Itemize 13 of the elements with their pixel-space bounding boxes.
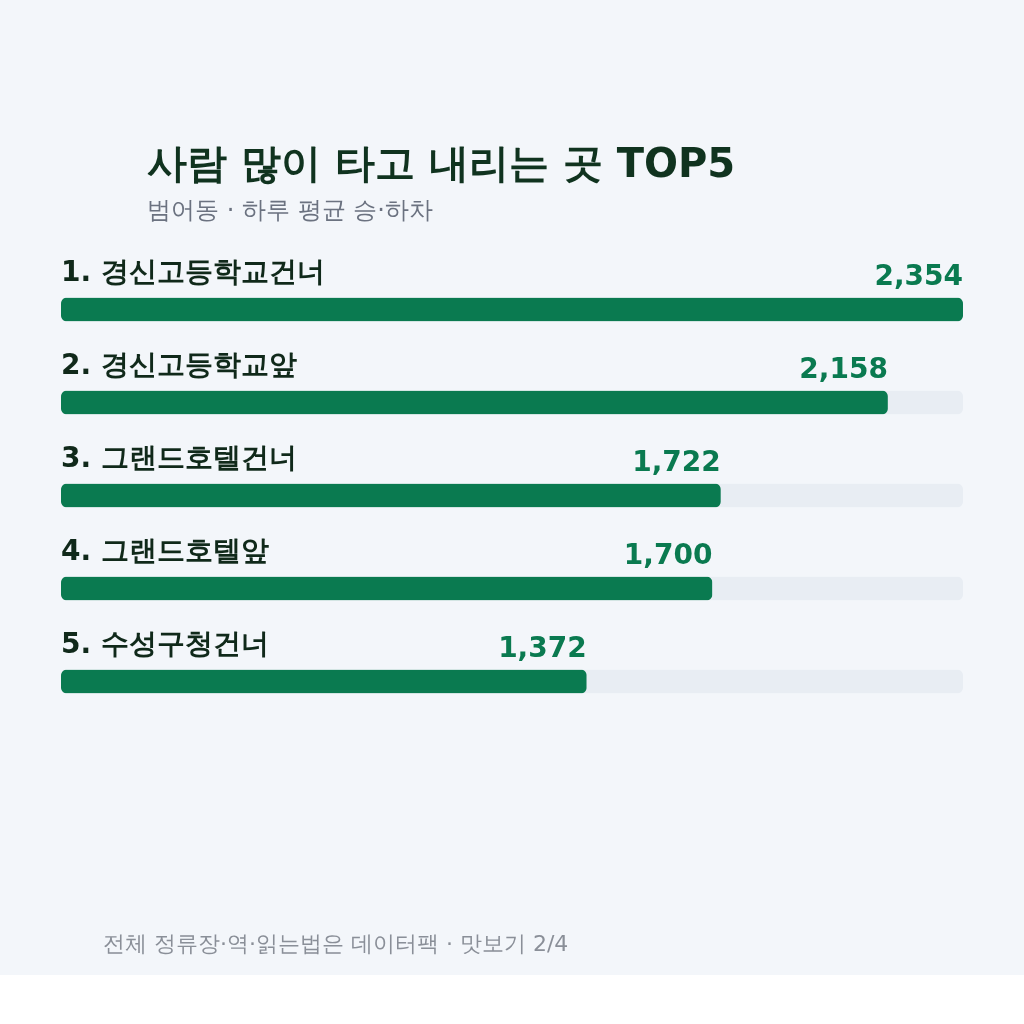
data-label: 2,354 <box>874 258 963 292</box>
data-label: 1,722 <box>632 444 721 478</box>
data-label: 1,372 <box>498 630 587 664</box>
y-tick-label: 4. 그랜드호텔앞 <box>61 533 269 567</box>
y-tick-label: 1. 경신고등학교건너 <box>61 254 325 288</box>
data-label: 2,158 <box>799 351 888 385</box>
chart-title: 사람 많이 타고 내리는 곳 TOP5 <box>147 140 736 186</box>
chart-subtitle: 범어동 · 하루 평균 승·하차 <box>147 196 433 224</box>
y-tick-label: 3. 그랜드호텔건너 <box>61 440 297 474</box>
y-tick-label: 5. 수성구청건너 <box>61 626 269 660</box>
text: 전체 정류장·역·읽는법은 데이터팩 · 맛보기 2/4 <box>103 931 569 956</box>
data-label: 1,700 <box>623 537 713 571</box>
y-tick-label: 2. 경신고등학교앞 <box>61 347 297 381</box>
